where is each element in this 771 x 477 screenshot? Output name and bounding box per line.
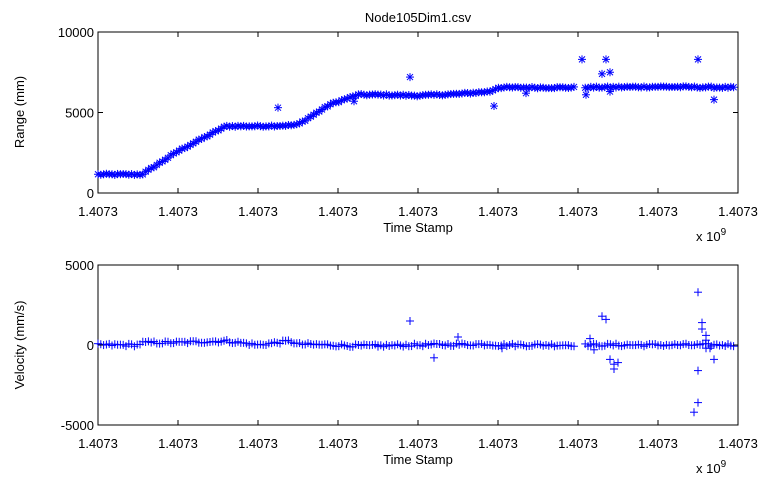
chart-title: Node105Dim1.csv bbox=[365, 10, 472, 25]
velocity-data-point bbox=[729, 342, 738, 351]
velocity-outlier-point bbox=[374, 342, 382, 351]
range-x-tick-label: 1.4073 bbox=[718, 204, 758, 219]
range-x-exponent-base: x 10 bbox=[696, 229, 721, 244]
range-x-tick-label: 1.4073 bbox=[638, 204, 678, 219]
range-outlier-point bbox=[710, 95, 718, 104]
velocity-outlier-point bbox=[430, 353, 438, 362]
velocity-outlier-point bbox=[706, 344, 714, 353]
range-outlier-point bbox=[350, 97, 358, 106]
velocity-outlier-point bbox=[590, 345, 598, 354]
velocity-data-point bbox=[570, 342, 578, 351]
velocity-x-tick-label: 1.4073 bbox=[318, 436, 358, 451]
range-x-tick-label: 1.4073 bbox=[158, 204, 198, 219]
range-outlier-point bbox=[522, 89, 530, 98]
velocity-outlier-point bbox=[498, 344, 506, 353]
velocity-outlier-point bbox=[702, 336, 710, 345]
range-y-tick-label: 10000 bbox=[58, 25, 94, 40]
velocity-outlier-point bbox=[710, 355, 718, 364]
velocity-y-tick-label: 5000 bbox=[65, 258, 94, 273]
velocity-x-tick-label: 1.4073 bbox=[238, 436, 278, 451]
velocity-x-tick-label: 1.4073 bbox=[158, 436, 198, 451]
range-outlier-point bbox=[606, 87, 614, 96]
velocity-x-exponent: x 109 bbox=[696, 459, 727, 476]
range-data-point bbox=[729, 83, 738, 92]
range-x-tick-label: 1.4073 bbox=[78, 204, 118, 219]
range-x-tick-label: 1.4073 bbox=[398, 204, 438, 219]
range-outlier-point bbox=[406, 73, 414, 82]
velocity-chart: 1.4073 1.4073 1.4073 1.4073 1.4073 1.4073 1.40… bbox=[12, 258, 758, 476]
range-outlier-point bbox=[578, 55, 586, 64]
range-x-exponent: x 109 bbox=[696, 227, 727, 244]
velocity-outlier-point bbox=[694, 366, 702, 375]
velocity-outlier-point bbox=[698, 325, 706, 333]
range-outlier-point bbox=[274, 103, 282, 112]
range-outlier-point bbox=[602, 55, 610, 64]
range-x-tick-label: 1.4073 bbox=[478, 204, 518, 219]
velocity-outlier-point bbox=[598, 312, 606, 321]
range-x-tick-label: 1.4073 bbox=[318, 204, 358, 219]
velocity-x-exponent-base: x 10 bbox=[696, 461, 721, 476]
velocity-outlier-point bbox=[694, 288, 702, 297]
velocity-x-tick-label: 1.4073 bbox=[558, 436, 598, 451]
velocity-outlier-point bbox=[586, 334, 594, 343]
range-data-point bbox=[416, 91, 424, 100]
range-y-axis-label: Range (mm) bbox=[12, 76, 27, 148]
range-chart: 1.4073 1.4073 1.4073 1.4073 1.4073 1.4073 1.40… bbox=[12, 25, 758, 244]
velocity-x-tick-label: 1.4073 bbox=[78, 436, 118, 451]
velocity-outlier-point bbox=[610, 365, 618, 373]
range-x-tick-label: 1.4073 bbox=[238, 204, 278, 219]
velocity-x-tick-label: 1.4073 bbox=[638, 436, 678, 451]
velocity-outlier-point bbox=[606, 355, 614, 364]
velocity-x-ticks: 1.4073 1.4073 1.4073 1.4073 1.4073 1.4073 1.40… bbox=[78, 265, 758, 451]
velocity-outlier-point bbox=[690, 408, 698, 417]
range-outlier-point bbox=[598, 69, 606, 78]
range-outlier-point bbox=[606, 68, 614, 77]
velocity-x-tick-label: 1.4073 bbox=[478, 436, 518, 451]
range-y-tick-label: 0 bbox=[87, 186, 94, 201]
range-y-ticks: 0 5000 10000 bbox=[58, 25, 738, 201]
range-data-points bbox=[94, 55, 738, 179]
velocity-outlier-point bbox=[694, 398, 702, 407]
velocity-y-ticks: -5000 0 5000 bbox=[61, 258, 738, 433]
range-outlier-point bbox=[582, 90, 590, 99]
range-x-exponent-power: 9 bbox=[721, 227, 727, 238]
range-x-ticks: 1.4073 1.4073 1.4073 1.4073 1.4073 1.4073 1.40… bbox=[78, 32, 758, 219]
velocity-outlier-point bbox=[406, 317, 414, 325]
velocity-y-axis-label: Velocity (mm/s) bbox=[12, 301, 27, 390]
range-data-point bbox=[570, 82, 578, 91]
velocity-x-axis-label: Time Stamp bbox=[383, 452, 453, 467]
range-outlier-point bbox=[490, 102, 498, 111]
velocity-outlier-point bbox=[614, 358, 622, 367]
range-data-point bbox=[304, 114, 312, 123]
velocity-x-tick-label: 1.4073 bbox=[718, 436, 758, 451]
range-x-axis-label: Time Stamp bbox=[383, 220, 453, 235]
range-outlier-point bbox=[694, 55, 702, 64]
velocity-outlier-point bbox=[454, 333, 462, 341]
velocity-x-tick-label: 1.4073 bbox=[398, 436, 438, 451]
range-data-point bbox=[158, 157, 167, 166]
range-x-tick-label: 1.4073 bbox=[558, 204, 598, 219]
velocity-outlier-point bbox=[602, 315, 610, 324]
velocity-y-tick-label: -5000 bbox=[61, 418, 94, 433]
range-data-point bbox=[357, 90, 366, 99]
velocity-data-points bbox=[94, 288, 738, 417]
range-y-tick-label: 5000 bbox=[65, 106, 94, 121]
velocity-y-tick-label: 0 bbox=[87, 338, 94, 353]
velocity-x-exponent-power: 9 bbox=[721, 459, 727, 470]
